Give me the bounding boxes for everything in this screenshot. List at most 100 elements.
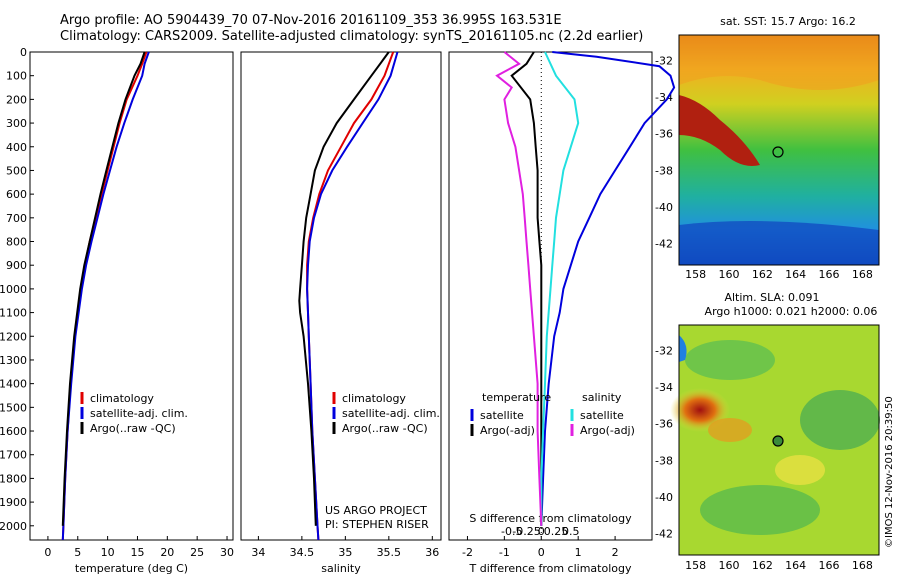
salinity-diff-tick-label: 0.5 bbox=[562, 525, 580, 538]
x-tick-label: 30 bbox=[220, 546, 234, 559]
x-tick-label: 20 bbox=[160, 546, 174, 559]
depth-tick-label: 1700 bbox=[0, 449, 27, 462]
depth-tick-label: 2000 bbox=[0, 520, 27, 533]
map-lon-tick-label: 168 bbox=[852, 268, 873, 281]
x-label-top: S difference from climatology bbox=[469, 512, 632, 525]
legend-label: satellite-adj. clim. bbox=[342, 407, 440, 420]
project-credit: US ARGO PROJECT bbox=[325, 504, 427, 517]
series-line-0 bbox=[540, 51, 676, 526]
series-line-2 bbox=[540, 51, 580, 526]
map-lat-tick-label: -36 bbox=[655, 418, 673, 431]
depth-tick-label: 300 bbox=[6, 117, 27, 130]
depth-tick-label: 700 bbox=[6, 212, 27, 225]
series-line-1 bbox=[61, 51, 150, 541]
x-tick-label: 25 bbox=[190, 546, 204, 559]
x-tick-label: 36 bbox=[425, 546, 439, 559]
depth-tick-label: 1300 bbox=[0, 354, 27, 367]
map-lat-tick-label: -32 bbox=[655, 54, 673, 67]
legend-heading-salinity: salinity bbox=[582, 391, 622, 404]
sst-argo-location-marker bbox=[772, 146, 784, 158]
map-lon-tick-label: 164 bbox=[785, 559, 806, 572]
legend-label: satellite-adj. clim. bbox=[90, 407, 188, 420]
sla-argo-location-marker bbox=[772, 435, 784, 447]
map-lon-tick-label: 164 bbox=[785, 268, 806, 281]
x-tick-label: 5 bbox=[74, 546, 81, 559]
salinity-panel: 34 34.5 35 35.5 36 salinity climatology satelli… bbox=[240, 51, 442, 575]
sla-low-corner bbox=[679, 335, 687, 362]
series-line-0 bbox=[306, 51, 395, 541]
map-lon-tick-label: 162 bbox=[752, 268, 773, 281]
sst-lon-ticks: 158 160 162 164 166 168 bbox=[685, 268, 873, 281]
depth-tick-label: 1600 bbox=[0, 425, 27, 438]
depth-tick-label: 800 bbox=[6, 236, 27, 249]
map-lat-tick-label: -42 bbox=[655, 238, 673, 251]
depth-tick-label: 400 bbox=[6, 141, 27, 154]
legend-label: climatology bbox=[342, 392, 406, 405]
sla-high-patch bbox=[775, 455, 825, 485]
map-lat-tick-label: -34 bbox=[655, 381, 673, 394]
map-lon-tick-label: 158 bbox=[685, 268, 706, 281]
legend-label: Argo(-adj) bbox=[580, 424, 635, 437]
legend-heading-temperature: temperature bbox=[482, 391, 551, 404]
depth-tick-label: 500 bbox=[6, 164, 27, 177]
x-tick-label: -1 bbox=[499, 546, 510, 559]
x-tick-label: 1 bbox=[575, 546, 582, 559]
sst-warm-north bbox=[679, 35, 879, 90]
sst-warm-front bbox=[679, 95, 760, 166]
legend-label: satellite bbox=[480, 409, 524, 422]
sla-warm-eddy bbox=[670, 388, 730, 432]
depth-tick-label: 1100 bbox=[0, 307, 27, 320]
salinity-diff-tick-label: -0.25 bbox=[512, 525, 540, 538]
map-lon-tick-label: 166 bbox=[819, 559, 840, 572]
depth-tick-label: 900 bbox=[6, 259, 27, 272]
panel-frame bbox=[240, 51, 442, 541]
imos-credit: ©IMOS 12-Nov-2016 20:39:50 bbox=[884, 396, 895, 548]
difference-panel: -2 -1 0 1 2-0.5-0.250 0.250.5S difference fro… bbox=[448, 51, 676, 575]
map-lon-tick-label: 160 bbox=[719, 559, 740, 572]
x-tick-label: 15 bbox=[130, 546, 144, 559]
x-tick-label: 2 bbox=[612, 546, 619, 559]
depth-tick-label: 1000 bbox=[0, 283, 27, 296]
legend-label: Argo(-adj) bbox=[480, 424, 535, 437]
map-lon-tick-label: 168 bbox=[852, 559, 873, 572]
plot-title-line-1: Argo profile: AO 5904439_70 07-Nov-2016 … bbox=[60, 13, 562, 28]
sla-lon-ticks: 158 160 162 164 166 168 bbox=[685, 559, 873, 572]
sla-map bbox=[670, 324, 880, 556]
depth-tick-label: 200 bbox=[6, 93, 27, 106]
x-axis-label: T difference from climatology bbox=[469, 562, 632, 575]
map-lat-tick-label: -42 bbox=[655, 528, 673, 541]
map-lon-tick-label: 162 bbox=[752, 559, 773, 572]
map-lat-tick-label: -38 bbox=[655, 454, 673, 467]
x-tick-label: 34.5 bbox=[290, 546, 315, 559]
map-lat-tick-label: -38 bbox=[655, 164, 673, 177]
sla-low-patch-2 bbox=[800, 390, 880, 450]
x-axis-label: temperature (deg C) bbox=[75, 562, 188, 575]
depth-tick-label: 600 bbox=[6, 188, 27, 201]
depth-tick-label: 1500 bbox=[0, 401, 27, 414]
map-lat-tick-label: -32 bbox=[655, 344, 673, 357]
series-line-2 bbox=[298, 51, 390, 526]
x-tick-label: 35 bbox=[338, 546, 352, 559]
depth-tick-label: 1400 bbox=[0, 378, 27, 391]
depth-tick-label: 100 bbox=[6, 70, 27, 83]
panel-frame bbox=[448, 51, 653, 541]
map-lon-tick-label: 160 bbox=[719, 268, 740, 281]
depth-tick-label: 1200 bbox=[0, 330, 27, 343]
x-tick-label: 10 bbox=[101, 546, 115, 559]
x-tick-label: 0 bbox=[44, 546, 51, 559]
legend-label: satellite bbox=[580, 409, 624, 422]
x-tick-label: 35.5 bbox=[377, 546, 402, 559]
map-lat-tick-label: -40 bbox=[655, 201, 673, 214]
series-line-2 bbox=[61, 51, 146, 526]
map-lat-tick-label: -40 bbox=[655, 491, 673, 504]
sla-low-patch bbox=[685, 340, 775, 380]
series-line-3 bbox=[495, 51, 543, 526]
sla-eddy-tail bbox=[708, 418, 752, 442]
sla-map-frame bbox=[678, 324, 880, 556]
x-tick-label: -2 bbox=[462, 546, 473, 559]
legend-label: Argo(..raw -QC) bbox=[90, 422, 176, 435]
sla-low-patch-3 bbox=[700, 485, 820, 535]
panel-frame bbox=[29, 51, 234, 541]
map-lat-tick-label: -34 bbox=[655, 91, 673, 104]
depth-tick-label: 1800 bbox=[0, 472, 27, 485]
